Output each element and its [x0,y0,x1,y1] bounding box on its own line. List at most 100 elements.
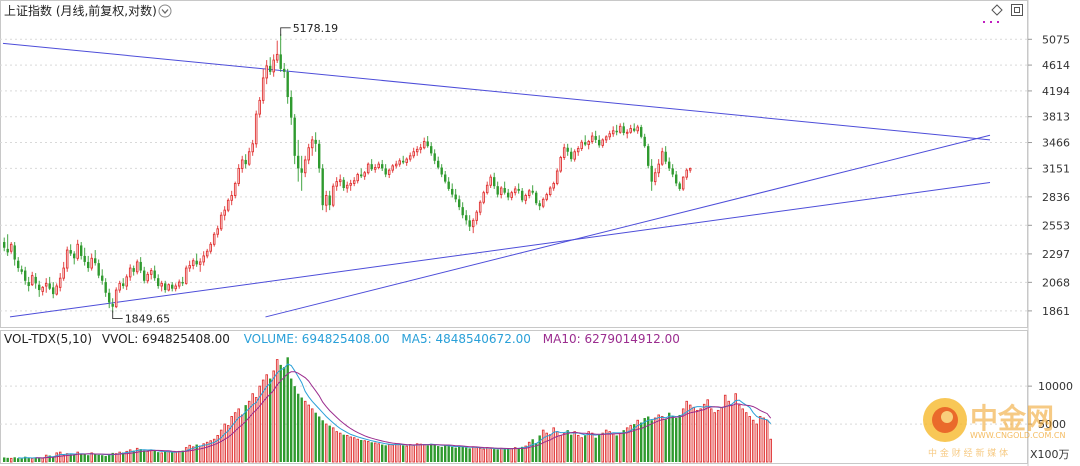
candle [373,164,377,173]
volume-bar [625,427,629,463]
volume-bar [387,444,391,463]
volume-bar [132,450,135,462]
candle [681,176,685,191]
volume-bar [90,452,93,463]
candle [335,177,338,191]
diamond-icon[interactable] [991,4,1003,16]
volume-bar [363,440,366,463]
volume-bar [570,434,573,462]
volume-bar [545,432,548,463]
candle [265,60,268,85]
candle [381,159,384,172]
volume-bar [188,444,191,463]
candle [688,167,692,173]
volume-bar [272,370,275,463]
candle [643,133,646,148]
volume-bar [335,431,338,463]
candle [20,265,23,275]
volume-bar [48,455,51,462]
candle [615,124,618,136]
ma10-line [35,371,772,459]
volume-bar [97,454,100,462]
price-tick-label: 4614 [1042,59,1070,72]
candle [437,156,440,170]
trendline [9,182,991,318]
volume-bar [702,403,706,463]
dropdown-icon[interactable] [158,4,172,18]
volume-bar [303,400,307,463]
volume-bar [668,412,671,462]
volume-bar [146,450,149,463]
candle [97,259,100,279]
candle [657,159,660,178]
volume-bar [402,445,405,462]
candle [279,33,282,72]
candle [419,143,422,154]
candle [191,258,195,270]
candle [300,155,303,191]
volume-bar [44,454,48,463]
volume-readout: VOLUME: 694825408.00 [244,332,390,346]
volume-bar [128,449,132,463]
candle [499,186,503,199]
volume-tick-label: 10000 [1038,380,1073,393]
candle [328,190,331,211]
volume-bar [76,451,79,463]
volume-bar [157,452,160,462]
volume-bar [748,416,751,463]
candle [216,225,219,238]
candle [65,246,69,272]
volume-bar [496,449,499,462]
candle [27,276,30,292]
candle [219,212,223,231]
restore-icon[interactable] [1011,4,1023,16]
vvol-readout: VVOL: 694825408.00 [102,332,230,346]
volume-bar [104,455,107,462]
candle [541,197,545,209]
candle [633,123,636,133]
candle [685,168,688,180]
volume-bar [219,429,223,463]
volume-bar [629,425,632,463]
volume-bar [101,455,104,462]
candle [321,164,324,211]
candle [570,147,573,162]
candle [440,164,443,178]
volume-bar [447,446,450,462]
candle [338,174,342,187]
volume-bar [384,445,387,462]
candle [552,181,555,191]
candle [584,135,587,147]
candle [128,264,132,281]
volume-bar [177,450,181,463]
candle [604,135,608,144]
volume-bar [244,405,247,462]
volume-bar [493,449,496,462]
volume-bar [324,423,328,463]
candle [135,259,139,275]
volume-bar [62,454,65,463]
volume-bar [485,447,489,463]
candle [349,179,352,191]
volume-bar [394,443,398,463]
candle [205,248,209,259]
volume-bar [408,444,412,463]
candle [535,190,538,206]
watermark-brand: 中金网 [970,402,1054,435]
candle [447,177,450,191]
volume-bar [345,434,349,463]
volume-bar [9,457,13,463]
volume-bar [352,437,356,463]
candle [69,244,72,256]
candle [611,126,615,137]
low-annotation: 1849.65 [112,310,170,326]
candle [310,136,314,156]
candle [461,202,464,219]
candle [566,143,569,156]
candle [275,40,279,63]
candle [559,155,562,173]
volume-bar [454,447,457,462]
candle [164,280,167,293]
volume-bar [507,448,510,462]
volume-bar [283,367,286,462]
